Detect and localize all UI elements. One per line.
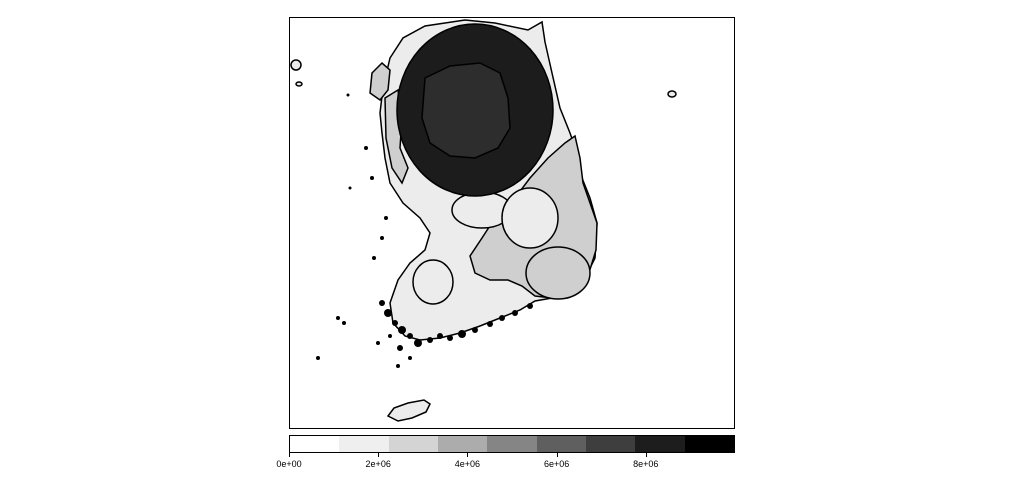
east-oval-region — [501, 187, 559, 249]
legend-bin-5 — [536, 436, 586, 452]
legend-bin-3 — [437, 436, 488, 452]
legend-bin-4 — [487, 436, 537, 452]
northwest-islet — [290, 59, 302, 71]
legend-tick-label: 2e+06 — [365, 459, 391, 469]
legend-bin-1 — [339, 436, 389, 452]
legend-bin-7 — [635, 436, 685, 452]
legend-tick-mark — [378, 453, 380, 457]
legend-tick-label: 4e+06 — [454, 459, 481, 469]
legend-tick-mark — [556, 453, 558, 457]
legend-bin-0 — [290, 436, 340, 452]
east-islet — [667, 90, 677, 98]
legend-bin-6 — [585, 436, 636, 452]
legend-bin-2 — [388, 436, 438, 452]
legend-tick-mark — [289, 453, 290, 457]
west-coast-region — [369, 61, 391, 102]
northwest-islet-small — [295, 81, 303, 87]
legend-tick-label: 0e+00 — [276, 459, 302, 469]
southwest-oval-region — [412, 259, 454, 305]
legend-tick-mark — [467, 453, 469, 457]
legend-tick-mark — [645, 453, 647, 457]
korea-density-map — [290, 19, 677, 422]
southeast-oval-region — [525, 246, 591, 300]
metro-core-region — [421, 62, 511, 159]
jeju-island — [386, 399, 431, 422]
legend-tick-label: 6e+06 — [543, 459, 570, 469]
color-legend-bar — [289, 435, 735, 453]
legend-bin-8 — [684, 436, 734, 452]
map-panel — [289, 17, 735, 429]
legend-tick-label: 8e+06 — [633, 459, 659, 469]
southern-islands — [316, 93, 533, 368]
